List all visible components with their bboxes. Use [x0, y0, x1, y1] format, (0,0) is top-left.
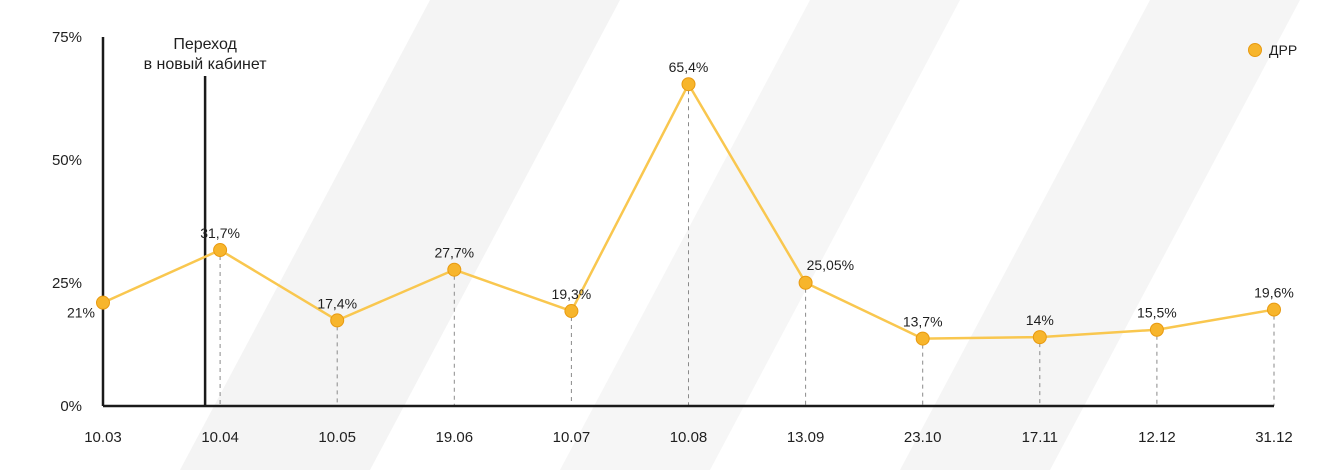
- y-tick-label: 0%: [60, 398, 82, 415]
- legend: ДРР: [1248, 42, 1297, 58]
- data-label: 21%: [67, 305, 95, 321]
- x-tick-label: 10.03: [84, 429, 122, 446]
- x-tick-label: 23.10: [904, 429, 942, 446]
- x-tick-label: 10.07: [553, 429, 591, 446]
- data-label: 65,4%: [669, 59, 709, 75]
- axes: [101, 37, 1274, 408]
- data-labels: 21% 31,7% 17,4% 27,7% 19,3% 65,4% 25,05% 13,7% 1…: [67, 59, 1294, 329]
- x-tick-label: 17.11: [1022, 429, 1058, 446]
- annotation-text: в новый кабинет: [144, 56, 268, 73]
- legend-marker: [1248, 43, 1262, 57]
- x-tick-label: 10.08: [670, 429, 708, 446]
- x-tick-label: 13.09: [787, 429, 825, 446]
- data-point: [1267, 302, 1281, 317]
- data-point: [1149, 322, 1164, 337]
- data-label: 14%: [1026, 312, 1054, 328]
- data-point: [1032, 330, 1047, 345]
- data-label: 31,7%: [200, 225, 240, 241]
- x-tick-label: 19.06: [436, 429, 474, 446]
- y-tick-label: 25%: [52, 275, 82, 292]
- data-label: 19,6%: [1254, 285, 1294, 301]
- data-point: [798, 275, 813, 290]
- data-point: [213, 243, 228, 258]
- legend-label: ДРР: [1269, 42, 1297, 58]
- drop-lines: [219, 90, 1275, 406]
- x-tick-label: 12.12: [1138, 429, 1176, 446]
- data-point: [564, 304, 579, 319]
- data-point: [96, 295, 110, 310]
- series-drr: [96, 77, 1281, 346]
- y-tick-label: 50%: [52, 152, 82, 169]
- annotation: Переход в новый кабинет: [144, 36, 268, 406]
- data-label: 15,5%: [1137, 305, 1177, 321]
- y-tick-label: 75%: [52, 29, 82, 46]
- data-label: 17,4%: [317, 295, 357, 311]
- data-point: [330, 313, 345, 328]
- data-label: 25,05%: [807, 257, 854, 273]
- data-label: 27,7%: [434, 245, 474, 261]
- data-point: [915, 331, 930, 346]
- data-label: 13,7%: [903, 314, 943, 330]
- x-axis-ticks: 10.03 10.04 10.05 19.06 10.07 10.08 13.09 23.10…: [84, 429, 1293, 446]
- data-label: 19,3%: [552, 286, 592, 302]
- background-stripes: [180, 0, 1300, 470]
- y-axis-ticks: 0% 25% 50% 75%: [52, 29, 82, 415]
- x-tick-label: 31.12: [1255, 429, 1293, 446]
- data-point: [447, 262, 462, 277]
- data-point: [681, 77, 696, 92]
- x-tick-label: 10.05: [318, 429, 356, 446]
- annotation-text: Переход: [173, 36, 237, 53]
- x-tick-label: 10.04: [201, 429, 239, 446]
